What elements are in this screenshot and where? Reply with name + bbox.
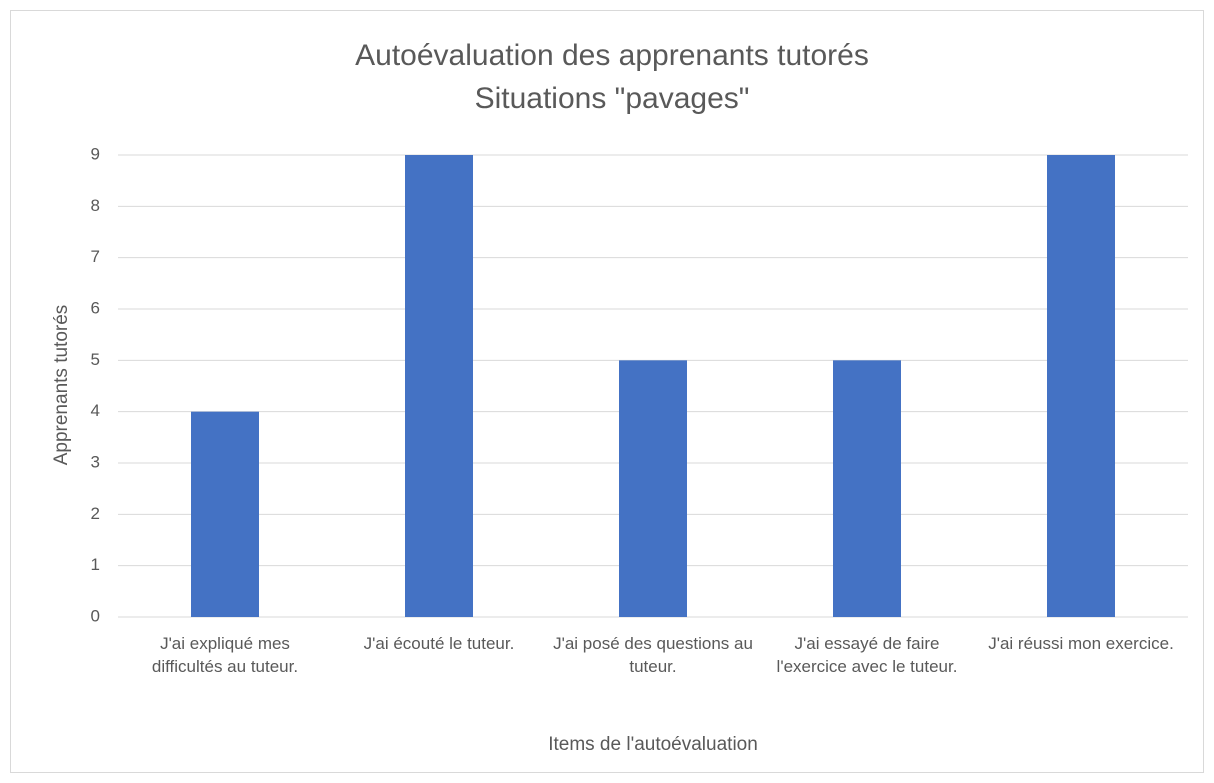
y-tick-label: 3 bbox=[91, 452, 100, 471]
chart-title: Autoévaluation des apprenants tutorés bbox=[355, 39, 869, 72]
y-tick-label: 2 bbox=[91, 504, 100, 523]
bar bbox=[191, 411, 259, 617]
y-tick-label: 4 bbox=[91, 401, 100, 420]
bar bbox=[1047, 155, 1115, 617]
chart-subtitle: Situations "pavages" bbox=[475, 82, 750, 115]
y-tick-label: 1 bbox=[91, 555, 100, 574]
x-tick-label: J'ai écouté le tuteur. bbox=[364, 634, 515, 653]
x-tick-label: J'ai expliqué mes difficultés au tuteur. bbox=[152, 634, 298, 676]
x-tick-label: J'ai réussi mon exercice. bbox=[988, 634, 1174, 653]
y-tick-label: 9 bbox=[91, 144, 100, 163]
x-axis-title: Items de l'autoévaluation bbox=[548, 734, 758, 755]
y-tick-label: 0 bbox=[91, 606, 100, 625]
y-tick-label: 8 bbox=[91, 196, 100, 215]
chart-border bbox=[10, 10, 1204, 773]
y-tick-label: 6 bbox=[91, 298, 100, 317]
y-axis-title: Apprenants tutorés bbox=[51, 305, 72, 466]
x-tick-label: J'ai essayé de faire l'exercice avec le t… bbox=[777, 634, 958, 676]
bar bbox=[833, 360, 901, 617]
y-tick-label: 7 bbox=[91, 247, 100, 266]
bar bbox=[405, 155, 473, 617]
x-tick-label: J'ai posé des questions au tuteur. bbox=[553, 634, 753, 676]
y-tick-label: 5 bbox=[91, 350, 100, 369]
bar bbox=[619, 360, 687, 617]
